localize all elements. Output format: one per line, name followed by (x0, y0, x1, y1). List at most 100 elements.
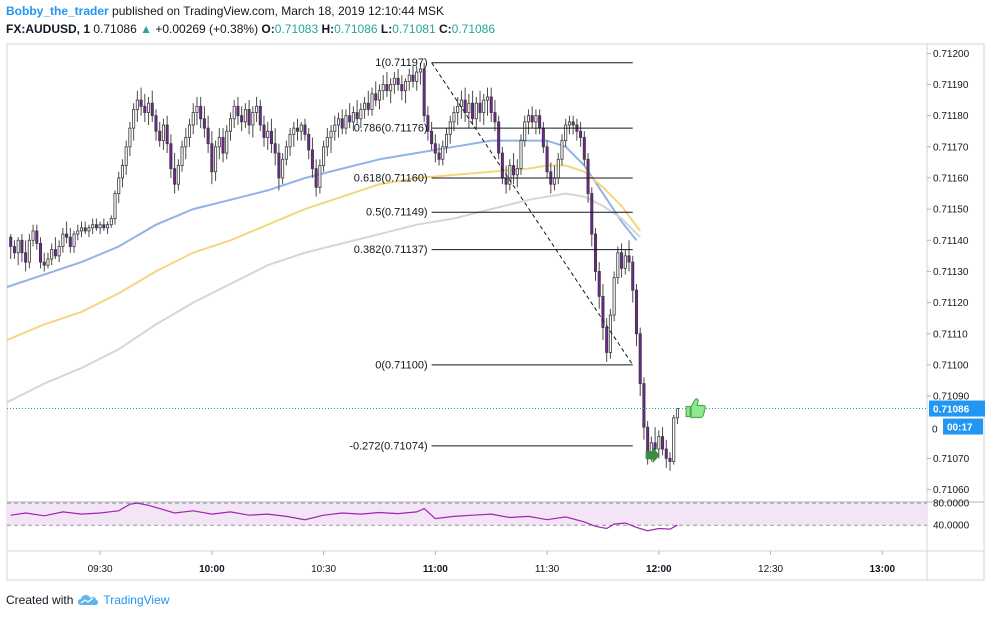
fib-level-label: 0.618(0.71160) (354, 172, 428, 184)
candle-body (500, 152, 504, 179)
candle-body (672, 417, 676, 462)
chart-frame (6, 43, 985, 581)
footer: Created with TradingView (6, 593, 169, 607)
candle-body (68, 236, 72, 247)
price-axis-label: 0.71170 (933, 142, 969, 153)
candle-body (240, 115, 244, 123)
candle-body (336, 118, 341, 126)
candle-body (303, 124, 307, 135)
candle-body (374, 93, 378, 101)
price-axis-label: 0.71140 (933, 236, 969, 247)
fib-level-label: -0.272(0.71074) (349, 440, 427, 452)
candle-body (79, 227, 84, 232)
low-label: L: (380, 22, 393, 36)
price-axis-label: 0.71100 (933, 360, 969, 371)
candle-body (452, 112, 456, 123)
candle-body (255, 105, 259, 113)
candle-body (322, 146, 326, 166)
publish-info: Bobby_the_trader published on TradingVie… (6, 4, 444, 18)
time-axis-label: 10:30 (311, 564, 336, 575)
candle-body (612, 277, 616, 316)
symbol-info: FX:AUDUSD, 1 0.71086 ▲ +0.00269 (+0.38%)… (6, 22, 495, 36)
candle-body (325, 137, 329, 148)
candle-body (42, 261, 46, 266)
candle-body (556, 158, 560, 179)
candle-body (292, 127, 296, 135)
candle-body (296, 127, 300, 132)
candle-body (173, 168, 177, 185)
candle-body (474, 102, 478, 120)
candle-body (579, 130, 583, 138)
candle-body (102, 224, 106, 229)
candle-body (441, 146, 445, 160)
time-axis-label: 10:00 (199, 564, 225, 575)
candle-body (467, 102, 471, 113)
countdown-label: 00:17 (947, 423, 973, 434)
last-price-tag-label: 0.71086 (933, 405, 970, 416)
candle-body (221, 137, 225, 154)
candle-body (9, 236, 13, 247)
candle-body (456, 105, 460, 113)
countdown-tag (943, 418, 983, 435)
candle-body (597, 271, 601, 297)
created-with-text: Created with (6, 593, 74, 607)
candle-body (109, 218, 113, 226)
candle-body (61, 233, 65, 247)
rsi-band (7, 503, 927, 526)
fib-trend-line (431, 62, 634, 366)
symbol-name: FX:AUDUSD, 1 (6, 22, 91, 36)
price-axis-label: 0.71180 (933, 111, 969, 122)
candle-body (433, 143, 437, 154)
candle-body (348, 115, 352, 123)
candle-body (653, 442, 657, 450)
candle-body (497, 121, 501, 154)
candle-body (180, 146, 184, 166)
candle-body (135, 99, 139, 110)
candle-body (20, 239, 24, 254)
moving-average-line (6, 164, 642, 341)
candle-body (262, 124, 266, 138)
candle-body (98, 224, 102, 229)
candle-body (217, 137, 221, 148)
candle-body (53, 249, 57, 257)
close-value: 0.71086 (451, 22, 496, 36)
candle-body (284, 146, 288, 160)
candle-body (258, 105, 262, 126)
candle-body (214, 146, 218, 173)
price-axis-label: 0.71090 (933, 392, 970, 403)
candle-body (404, 80, 408, 92)
candle-body (601, 295, 605, 328)
candle-body (83, 227, 87, 232)
candle-body (616, 252, 620, 279)
candle-body (236, 105, 240, 117)
candle-body (202, 118, 206, 129)
candle-body (132, 109, 136, 129)
candle-body (355, 112, 359, 120)
candle-body (31, 230, 35, 241)
candle-body (586, 158, 590, 194)
candle-body (147, 102, 151, 113)
fib-level-label: 0.5(0.71149) (366, 207, 428, 219)
candle-body (24, 252, 28, 263)
candle-body (113, 193, 117, 219)
last-price-tag (929, 400, 985, 417)
rsi-axis-label: 40.0000 (933, 521, 970, 532)
candle-body (128, 127, 132, 148)
tradingview-brand[interactable]: TradingView (103, 593, 170, 607)
candle-body (553, 177, 557, 185)
candle-body (150, 102, 154, 117)
author-name[interactable]: Bobby_the_trader (6, 4, 109, 18)
candle-body (35, 230, 39, 244)
last-price: 0.71086 (93, 22, 137, 36)
candle-body (538, 115, 542, 129)
candle-body (571, 121, 575, 126)
moving-average-line (6, 192, 641, 404)
candle-body (39, 243, 43, 263)
candle-body (605, 327, 609, 353)
candle-body (422, 68, 426, 117)
candle-body (266, 130, 270, 138)
candle-body (351, 112, 355, 123)
candle-body (12, 246, 16, 254)
candle-body (668, 457, 672, 462)
